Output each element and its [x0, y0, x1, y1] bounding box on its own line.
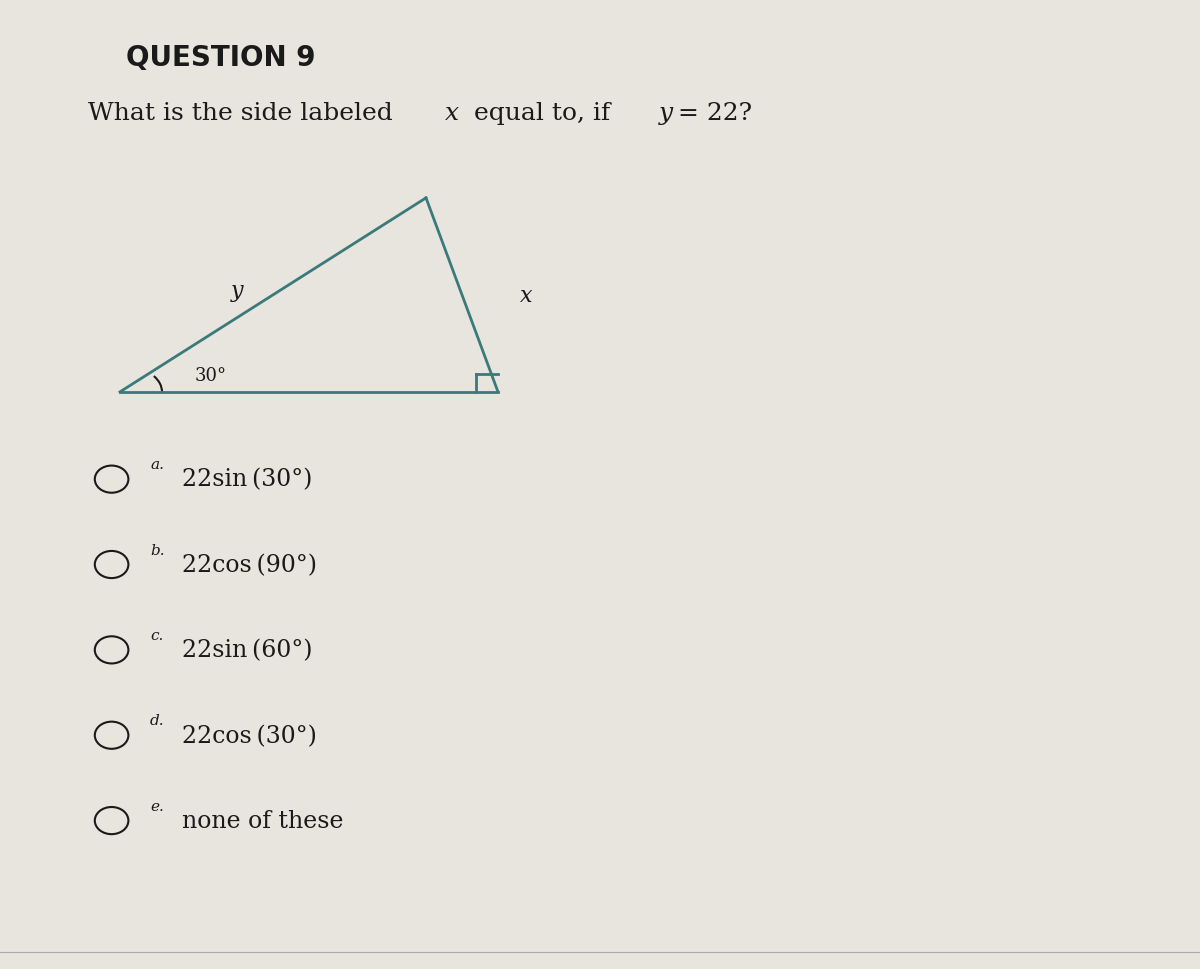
Text: 22sin (60°): 22sin (60°)	[182, 639, 313, 662]
Text: y: y	[230, 280, 242, 301]
Text: QUESTION 9: QUESTION 9	[126, 44, 316, 72]
Text: c.: c.	[150, 629, 163, 642]
Text: x: x	[520, 285, 532, 306]
Text: x: x	[445, 102, 460, 125]
Text: y: y	[659, 102, 673, 125]
Text: a.: a.	[150, 458, 164, 472]
Text: = 22?: = 22?	[678, 102, 752, 125]
Text: d.: d.	[150, 714, 164, 728]
Text: e.: e.	[150, 799, 164, 813]
Text: 22cos (90°): 22cos (90°)	[182, 553, 317, 577]
Text: 30°: 30°	[194, 366, 227, 385]
Text: 22sin (30°): 22sin (30°)	[182, 468, 313, 491]
Text: 22cos (30°): 22cos (30°)	[182, 724, 317, 747]
Text: What is the side labeled: What is the side labeled	[88, 102, 401, 125]
Text: b.: b.	[150, 544, 164, 557]
Text: equal to, if: equal to, if	[466, 102, 618, 125]
Text: none of these: none of these	[182, 809, 344, 832]
